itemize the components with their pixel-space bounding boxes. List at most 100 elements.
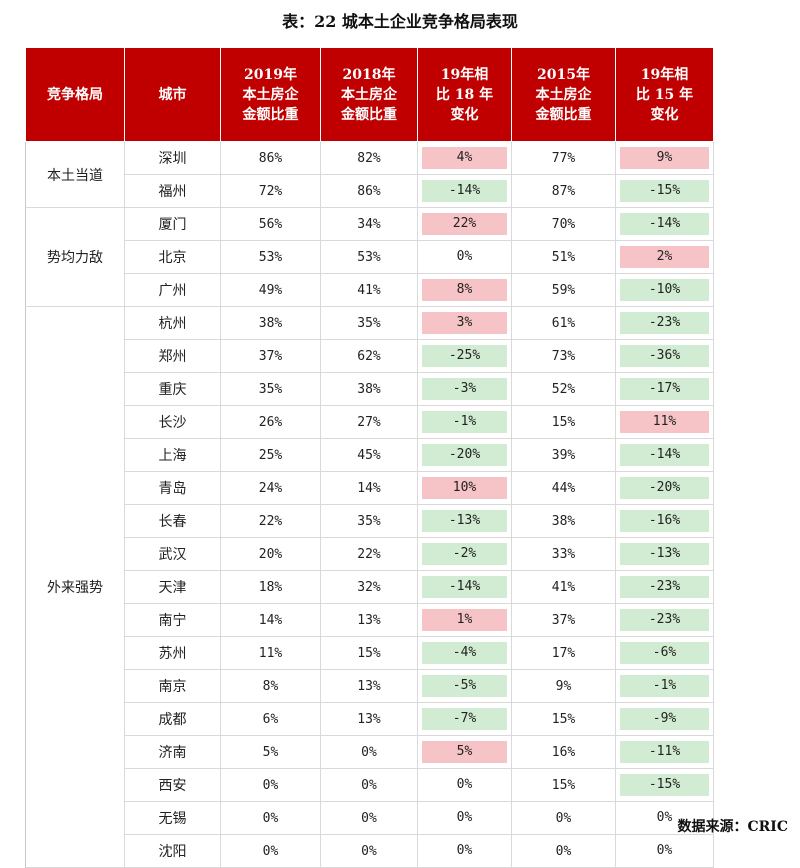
city-cell: 青岛 xyxy=(124,471,221,505)
change-value: -15% xyxy=(620,774,709,796)
change-vs-18-cell: -13% xyxy=(417,504,512,538)
change-vs-18-cell: 10% xyxy=(417,471,512,505)
share-2019-cell: 0% xyxy=(220,801,321,835)
change-value: 0% xyxy=(656,843,673,858)
change-vs-15-cell: -36% xyxy=(615,339,714,373)
change-vs-18-cell: -20% xyxy=(417,438,512,472)
data-source: 数据来源：CRIC xyxy=(677,819,788,835)
change-vs-15-cell: -9% xyxy=(615,702,714,736)
change-value: -1% xyxy=(422,411,507,433)
share-2019-cell: 0% xyxy=(220,768,321,802)
share-2019-cell: 0% xyxy=(220,834,321,868)
change-vs-18-cell: 0% xyxy=(417,801,512,835)
change-value: 4% xyxy=(422,147,507,169)
change-vs-18-cell: 22% xyxy=(417,207,512,241)
change-value: -13% xyxy=(422,510,507,532)
change-vs-15-cell: -13% xyxy=(615,537,714,571)
table-row: 郑州 37% 62% -25% 73% -36% xyxy=(26,339,714,373)
share-2015-cell: 61% xyxy=(511,306,616,340)
change-value: -23% xyxy=(620,312,709,334)
change-value: -36% xyxy=(620,345,709,367)
change-vs-18-cell: 0% xyxy=(417,240,512,274)
change-value: -15% xyxy=(620,180,709,202)
share-2018-cell: 34% xyxy=(320,207,418,241)
header-2018-share: 2018年 本土房企 金额比重 xyxy=(320,47,418,142)
header-line: 本土房企 xyxy=(535,86,592,103)
change-vs-15-cell: -15% xyxy=(615,768,714,802)
table-row: 西安 0% 0% 0% 15% -15% xyxy=(26,768,714,802)
table-row: 天津 18% 32% -14% 41% -23% xyxy=(26,570,714,604)
share-2018-cell: 15% xyxy=(320,636,418,670)
change-vs-18-cell: -14% xyxy=(417,570,512,604)
change-value: -10% xyxy=(620,279,709,301)
share-2019-cell: 35% xyxy=(220,372,321,406)
city-cell: 广州 xyxy=(124,273,221,307)
change-value: 11% xyxy=(620,411,709,433)
share-2018-cell: 41% xyxy=(320,273,418,307)
change-vs-15-cell: -10% xyxy=(615,273,714,307)
share-2015-cell: 33% xyxy=(511,537,616,571)
city-cell: 长春 xyxy=(124,504,221,538)
share-2015-cell: 37% xyxy=(511,603,616,637)
share-2019-cell: 53% xyxy=(220,240,321,274)
change-vs-18-cell: 1% xyxy=(417,603,512,637)
change-value: -1% xyxy=(620,675,709,697)
change-vs-15-cell: -23% xyxy=(615,306,714,340)
change-vs-18-cell: -1% xyxy=(417,405,512,439)
change-value: 2% xyxy=(620,246,709,268)
change-value: -16% xyxy=(620,510,709,532)
change-value: -4% xyxy=(422,642,507,664)
table-row: 北京 53% 53% 0% 51% 2% xyxy=(26,240,714,274)
share-2015-cell: 0% xyxy=(511,834,616,868)
city-cell: 西安 xyxy=(124,768,221,802)
header-line: 金额比重 xyxy=(242,106,299,123)
change-value: -23% xyxy=(620,609,709,631)
change-vs-18-cell: 8% xyxy=(417,273,512,307)
city-cell: 上海 xyxy=(124,438,221,472)
change-value: 0% xyxy=(656,810,673,825)
share-2019-cell: 22% xyxy=(220,504,321,538)
header-line: 本土房企 xyxy=(341,86,397,103)
share-2015-cell: 87% xyxy=(511,174,616,208)
share-2015-cell: 38% xyxy=(511,504,616,538)
change-value: 0% xyxy=(456,843,473,858)
share-2019-cell: 26% xyxy=(220,405,321,439)
change-value: -6% xyxy=(620,642,709,664)
change-value: 22% xyxy=(422,213,507,235)
category-cell: 势均力敌 xyxy=(25,207,125,307)
share-2015-cell: 9% xyxy=(511,669,616,703)
change-vs-18-cell: -5% xyxy=(417,669,512,703)
change-value: 8% xyxy=(422,279,507,301)
change-value: 0% xyxy=(456,249,473,264)
share-2015-cell: 41% xyxy=(511,570,616,604)
table-row: 势均力敌 厦门 56% 34% 22% 70% -14% xyxy=(25,207,714,307)
change-value: -2% xyxy=(422,543,507,565)
share-2019-cell: 38% xyxy=(220,306,321,340)
header-line: 2018年 xyxy=(342,66,396,83)
table-row: 苏州 11% 15% -4% 17% -6% xyxy=(26,636,714,670)
city-cell: 无锡 xyxy=(124,801,221,835)
share-2018-cell: 53% xyxy=(320,240,418,274)
table-row: 长春 22% 35% -13% 38% -16% xyxy=(26,504,714,538)
change-vs-18-cell: 4% xyxy=(417,141,512,175)
table-row: 武汉 20% 22% -2% 33% -13% xyxy=(26,537,714,571)
change-vs-15-cell: -23% xyxy=(615,570,714,604)
table-row: 南宁 14% 13% 1% 37% -23% xyxy=(26,603,714,637)
share-2015-cell: 70% xyxy=(511,207,616,241)
header-line: 城市 xyxy=(158,86,187,103)
city-cell: 北京 xyxy=(124,240,221,274)
change-value: -7% xyxy=(422,708,507,730)
change-value: -14% xyxy=(620,213,709,235)
share-2018-cell: 0% xyxy=(320,735,418,769)
share-2015-cell: 15% xyxy=(511,702,616,736)
table-row: 青岛 24% 14% 10% 44% -20% xyxy=(26,471,714,505)
header-line: 19年相 xyxy=(640,66,689,83)
change-value: -11% xyxy=(620,741,709,763)
change-value: 3% xyxy=(422,312,507,334)
share-2018-cell: 27% xyxy=(320,405,418,439)
city-cell: 重庆 xyxy=(124,372,221,406)
share-2019-cell: 24% xyxy=(220,471,321,505)
header-row: 竞争格局 城市 2019年 本土房企 金额比重 2018年 本土房企 金额比重 … xyxy=(25,47,714,142)
city-cell: 郑州 xyxy=(124,339,221,373)
change-value: 9% xyxy=(620,147,709,169)
